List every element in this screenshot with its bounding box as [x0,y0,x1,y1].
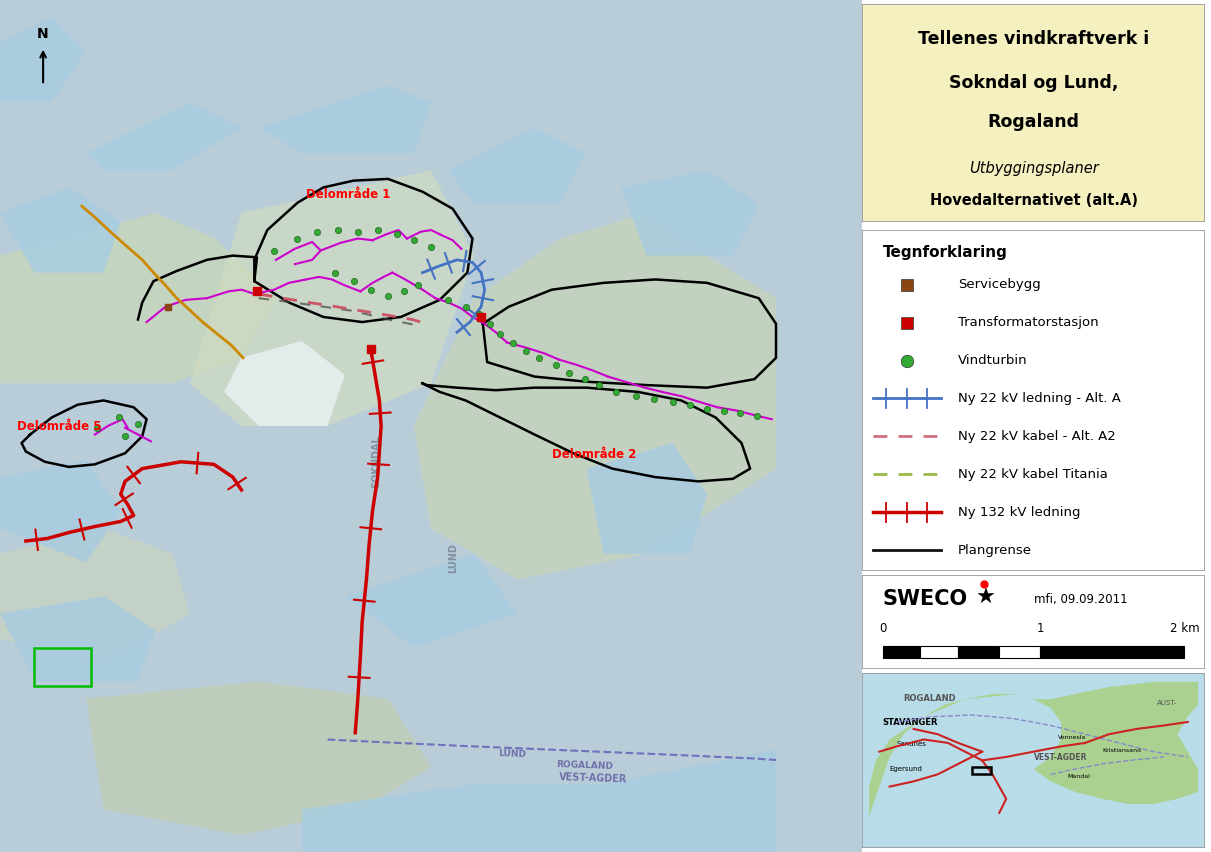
Text: Delområde 1: Delområde 1 [306,187,390,201]
Text: Sandnes: Sandnes [896,741,926,747]
Text: Delområde 2: Delområde 2 [552,448,636,462]
Text: N: N [38,27,48,42]
Text: Ny 22 kV kabel - Alt. A2: Ny 22 kV kabel - Alt. A2 [958,430,1117,443]
Text: Transformatorstasjon: Transformatorstasjon [958,316,1098,329]
Text: Sokndal og Lund,: Sokndal og Lund, [949,74,1118,92]
Polygon shape [345,554,517,648]
Polygon shape [302,750,776,852]
FancyBboxPatch shape [862,4,1205,222]
Bar [999,647,1040,658]
Bar [920,647,958,658]
Text: Utbyggingsplaner: Utbyggingsplaner [969,161,1098,176]
Bar [34,648,91,686]
FancyBboxPatch shape [862,575,1205,669]
Polygon shape [0,596,155,682]
Text: ROGALAND: ROGALAND [556,759,613,770]
Polygon shape [0,187,121,273]
Polygon shape [0,460,121,562]
Text: Egersund: Egersund [890,766,923,772]
Text: LUND: LUND [448,543,458,573]
Text: ROGALAND: ROGALAND [903,694,955,703]
FancyBboxPatch shape [862,673,1205,848]
Text: Ny 22 kV ledning - Alt. A: Ny 22 kV ledning - Alt. A [958,392,1121,405]
Text: Plangrense: Plangrense [958,544,1032,557]
Text: Kristiansand: Kristiansand [1102,748,1141,752]
Text: 0: 0 [879,622,886,635]
Polygon shape [224,341,345,426]
FancyBboxPatch shape [862,230,1205,571]
Polygon shape [0,213,276,383]
Text: Vindturbin: Vindturbin [958,354,1028,367]
Text: STAVANGER: STAVANGER [883,718,939,728]
Polygon shape [259,85,431,153]
Polygon shape [86,682,431,835]
Text: Ny 22 kV kabel Titania: Ny 22 kV kabel Titania [958,468,1108,481]
Polygon shape [586,443,707,554]
Bar [1040,647,1184,658]
Text: Rogaland: Rogaland [988,112,1079,131]
Text: VEST-AGDER: VEST-AGDER [1033,753,1087,763]
Text: 1: 1 [1037,622,1044,635]
Text: Vennesla: Vennesla [1057,735,1086,740]
Polygon shape [190,170,475,426]
Bar [883,647,920,658]
Text: VEST-AGDER: VEST-AGDER [558,772,627,784]
Text: Ny 132 kV ledning: Ny 132 kV ledning [958,506,1080,519]
Text: Mandal: Mandal [1068,774,1091,779]
Polygon shape [86,102,241,170]
Text: Tegnforklaring: Tegnforklaring [883,245,1008,261]
Polygon shape [448,128,586,204]
Text: mfi, 09.09.2011: mfi, 09.09.2011 [1033,593,1127,606]
Text: 2 km: 2 km [1170,622,1199,635]
Text: LUND: LUND [499,749,527,758]
Text: Tellenes vindkraftverk i: Tellenes vindkraftverk i [918,31,1149,49]
Text: SWECO: SWECO [883,590,968,609]
Polygon shape [621,170,759,256]
Polygon shape [869,682,1198,816]
Text: Delområde 5: Delområde 5 [17,420,102,434]
Text: AUST-: AUST- [1157,699,1177,705]
Text: ★: ★ [976,588,995,607]
Text: SOKNDAL: SOKNDAL [371,435,380,487]
Polygon shape [414,213,776,579]
Text: Hovedalternativet (alt.A): Hovedalternativet (alt.A) [930,193,1137,208]
Bar [972,768,991,774]
Text: Servicebygg: Servicebygg [958,278,1041,291]
Polygon shape [0,528,190,665]
Polygon shape [0,17,86,102]
Bar [958,647,999,658]
